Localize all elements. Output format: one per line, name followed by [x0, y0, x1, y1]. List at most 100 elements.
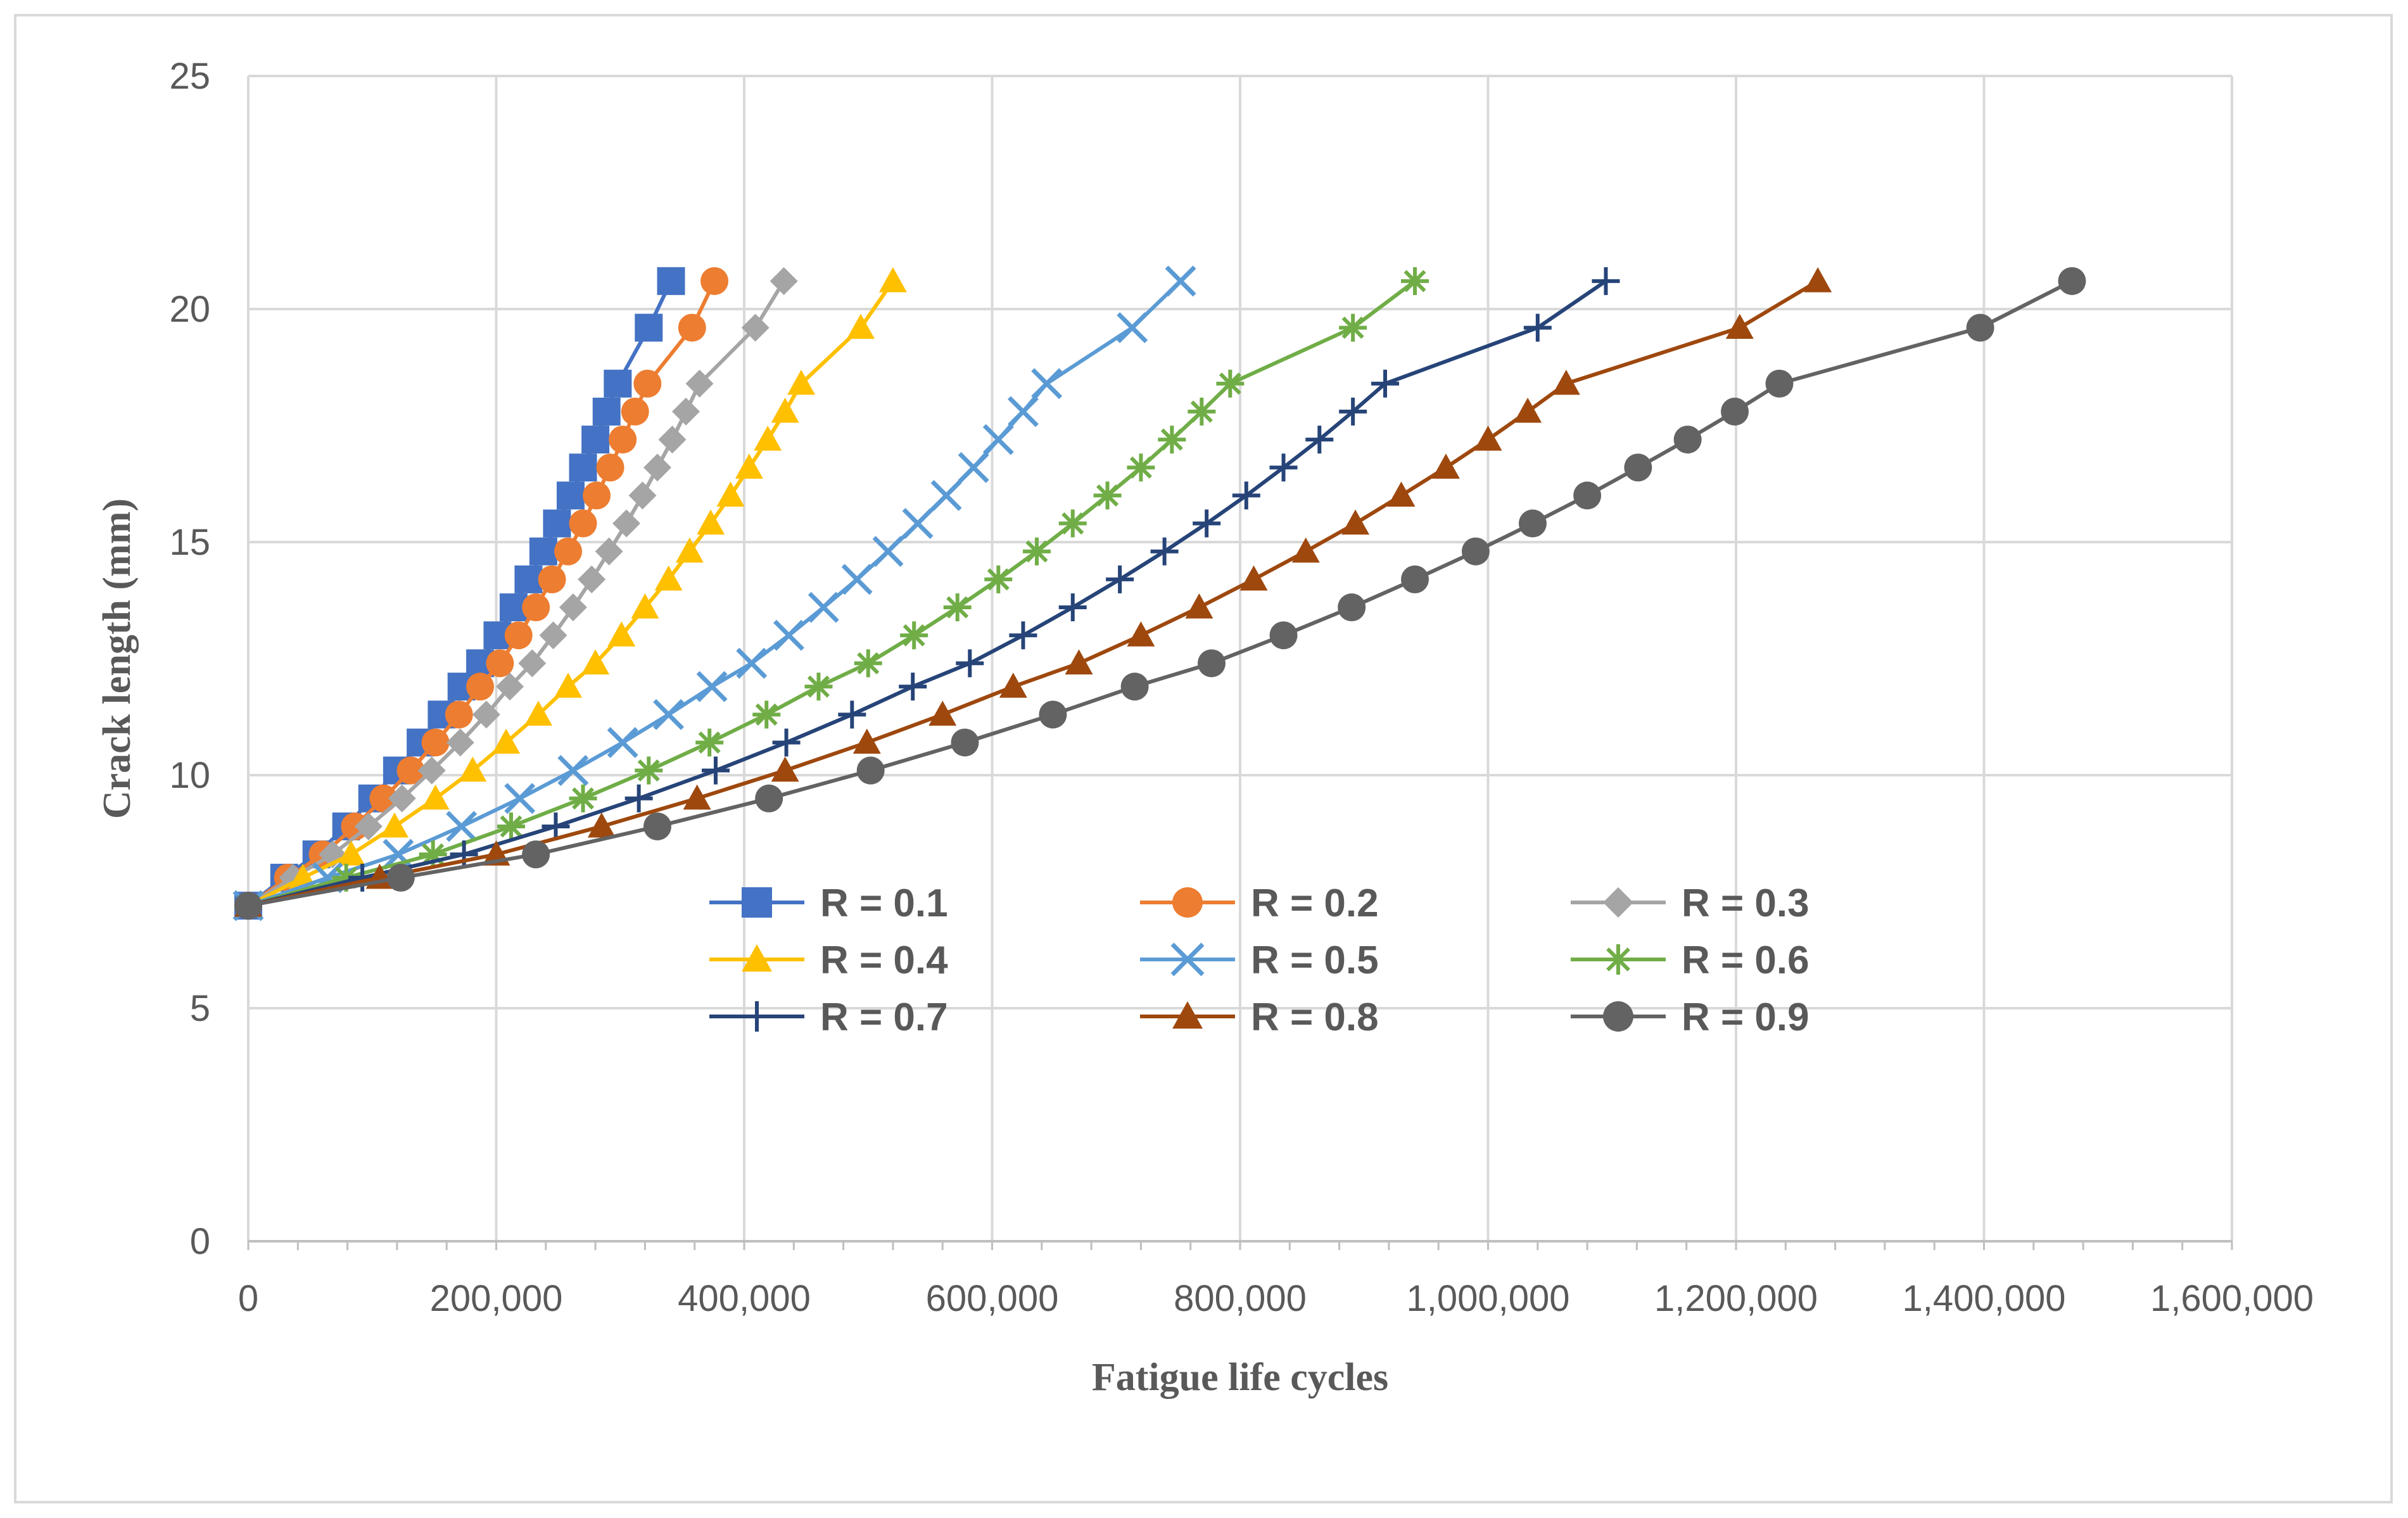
marker-diamond — [496, 673, 524, 701]
marker-square — [529, 537, 557, 566]
data-point — [581, 649, 610, 674]
marker-diamond — [472, 700, 500, 729]
marker-x-stroke — [607, 727, 638, 758]
marker-x-stroke — [958, 452, 989, 483]
marker-circle — [1603, 1001, 1633, 1032]
marker-circle — [856, 756, 885, 785]
data-point — [771, 756, 799, 782]
data-point — [557, 755, 589, 787]
legend-item: R = 0.7 — [709, 996, 948, 1039]
marker-triangle — [631, 593, 659, 619]
marker-diamond — [539, 621, 567, 650]
marker-triangle — [1387, 481, 1416, 507]
marker-x-stroke — [872, 536, 904, 567]
data-point — [1966, 313, 1994, 342]
data-point — [529, 537, 557, 566]
data-point — [522, 840, 550, 869]
marker-triangle — [878, 267, 907, 293]
series-line — [248, 279, 1607, 908]
y-tick-label: 0 — [190, 1221, 210, 1262]
marker-diamond — [643, 453, 671, 482]
marker-circle — [445, 700, 473, 729]
marker-diamond — [518, 649, 547, 678]
x-tick-label: 200,000 — [430, 1278, 563, 1319]
data-point — [1721, 397, 1749, 426]
data-point — [1058, 593, 1087, 622]
marker-triangle — [380, 812, 409, 838]
marker-triangle — [1239, 565, 1268, 591]
legend-item: R = 0.4 — [709, 939, 948, 982]
y-axis-title: Crack length (mm) — [96, 498, 139, 819]
data-point — [1401, 565, 1429, 593]
marker-x-stroke — [1031, 368, 1063, 400]
marker-circle — [1338, 593, 1366, 622]
marker-triangle — [1065, 649, 1093, 674]
data-point — [984, 565, 1013, 593]
data-point — [773, 619, 804, 651]
data-point — [1341, 509, 1370, 535]
series-r-0-7 — [234, 267, 1620, 920]
marker-x-stroke — [808, 591, 839, 623]
data-point — [1624, 453, 1652, 482]
data-point — [1305, 426, 1334, 454]
marker-star-stroke — [698, 731, 721, 754]
legend-item: R = 0.1 — [709, 882, 948, 925]
data-point — [1158, 426, 1186, 454]
data-point — [697, 509, 725, 535]
data-point — [804, 673, 833, 701]
data-point — [1185, 593, 1214, 619]
data-point — [1804, 267, 1832, 293]
data-point — [1009, 621, 1037, 650]
data-point — [735, 453, 763, 479]
data-point — [612, 509, 641, 538]
data-point — [380, 812, 409, 838]
marker-diamond — [741, 313, 770, 342]
data-point — [1117, 312, 1148, 343]
data-point — [337, 840, 365, 866]
data-point — [878, 267, 907, 293]
marker-triangle — [1341, 509, 1370, 535]
data-point — [417, 756, 446, 785]
marker-diamond — [612, 509, 641, 538]
marker-circle — [633, 369, 662, 398]
data-point — [1269, 621, 1298, 650]
data-point — [671, 397, 700, 426]
marker-star-stroke — [857, 652, 880, 674]
data-point — [1371, 369, 1400, 398]
data-point — [633, 369, 662, 398]
data-point — [1065, 649, 1093, 674]
data-point — [958, 452, 989, 483]
marker-triangle — [1474, 426, 1502, 451]
data-point — [1338, 593, 1366, 622]
data-point — [643, 453, 671, 482]
data-point — [1232, 481, 1260, 510]
marker-star-stroke — [1404, 270, 1426, 293]
marker-diamond — [1603, 887, 1633, 918]
series-line — [248, 279, 2073, 908]
marker-diamond — [658, 426, 687, 454]
marker-star-stroke — [946, 596, 969, 619]
data-point — [631, 593, 659, 619]
marker-triangle — [654, 565, 683, 591]
data-point — [587, 812, 616, 838]
data-point — [1673, 426, 1702, 454]
data-point — [643, 812, 671, 840]
data-point — [524, 700, 553, 726]
data-point — [741, 313, 770, 342]
marker-diamond — [685, 369, 714, 398]
marker-triangle — [1127, 621, 1155, 647]
data-point — [354, 812, 383, 840]
data-point — [1518, 509, 1547, 538]
marker-circle — [522, 840, 550, 869]
marker-circle — [951, 728, 979, 757]
series-line — [247, 280, 716, 908]
data-point — [653, 699, 685, 730]
data-point — [683, 784, 711, 810]
marker-x-stroke — [982, 424, 1014, 455]
marker-circle — [583, 481, 611, 510]
marker-triangle — [421, 784, 450, 810]
marker-x-stroke — [446, 811, 478, 842]
marker-circle — [1401, 565, 1429, 593]
data-point — [569, 509, 597, 538]
marker-circle — [700, 267, 729, 295]
